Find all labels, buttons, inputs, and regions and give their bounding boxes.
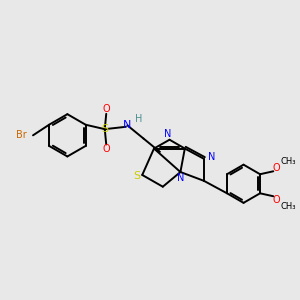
Text: CH₃: CH₃ — [281, 157, 296, 166]
Text: S: S — [133, 171, 140, 182]
Text: N: N — [177, 173, 184, 184]
Text: Br: Br — [16, 130, 27, 140]
Text: H: H — [135, 114, 142, 124]
Text: N: N — [208, 152, 215, 162]
Text: N: N — [123, 120, 132, 130]
Text: S: S — [101, 124, 108, 134]
Text: CH₃: CH₃ — [281, 202, 296, 211]
Text: O: O — [102, 104, 110, 114]
Text: O: O — [273, 163, 280, 173]
Text: O: O — [273, 195, 280, 205]
Text: N: N — [164, 129, 172, 139]
Text: O: O — [102, 144, 110, 154]
